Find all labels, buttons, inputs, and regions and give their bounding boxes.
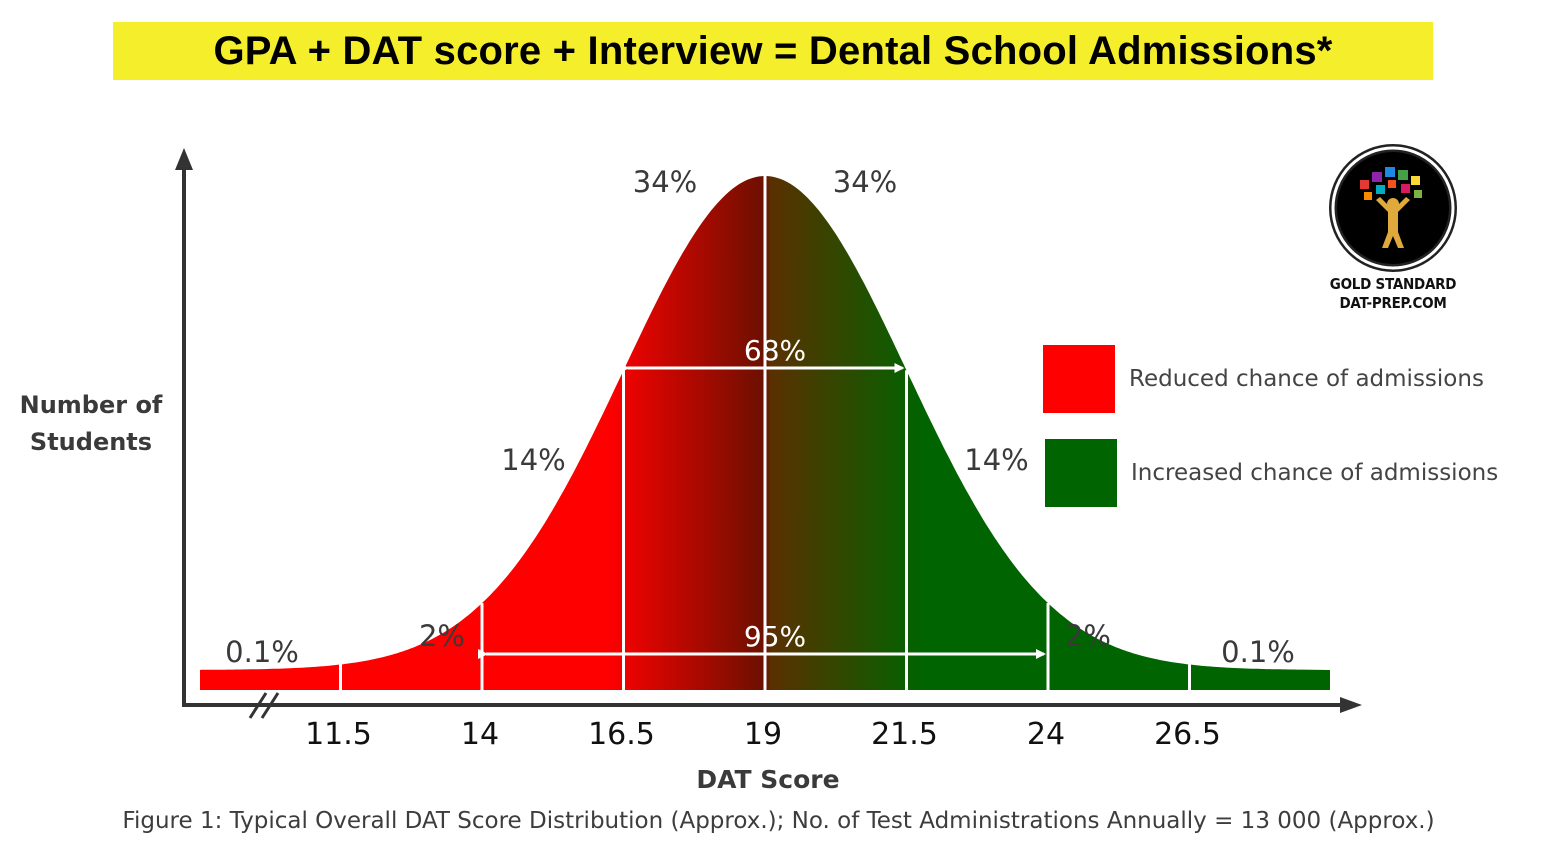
tail-label-left: 0.1% xyxy=(225,635,299,669)
legend-item-increased: Increased chance of admissions xyxy=(1045,439,1498,507)
logo-text-line1: GOLD STANDARD xyxy=(1329,275,1457,293)
x-tick-label-2: 16.5 xyxy=(588,717,655,752)
legend-label-increased: Increased chance of admissions xyxy=(1131,460,1499,486)
x-tick-label-5: 24 xyxy=(1027,717,1065,752)
logo-emblem-icon xyxy=(1329,144,1457,272)
y-axis-arrow-icon xyxy=(175,148,193,170)
range-label-1: 95% xyxy=(744,620,806,653)
figure-caption: Figure 1: Typical Overall DAT Score Dist… xyxy=(122,808,1435,834)
segment-label-0: 2% xyxy=(419,619,465,653)
x-tick-label-3: 19 xyxy=(744,717,782,752)
legend-item-reduced: Reduced chance of admissions xyxy=(1043,345,1484,413)
segment-label-3: 34% xyxy=(833,165,897,199)
tail-label-right: 0.1% xyxy=(1221,635,1295,669)
x-tick-label-1: 14 xyxy=(461,717,499,752)
logo-text-line2: DAT-PREP.COM xyxy=(1339,294,1447,312)
range-label-0: 68% xyxy=(744,334,806,367)
brand-logo: GOLD STANDARD DAT-PREP.COM xyxy=(1318,140,1468,330)
legend-swatch-increased xyxy=(1045,439,1117,507)
axis-break-mark-1 xyxy=(260,692,280,719)
x-axis-arrow-icon xyxy=(1340,697,1362,713)
segment-label-5: 2% xyxy=(1065,619,1111,653)
x-tick-label-4: 21.5 xyxy=(871,717,938,752)
axis-break-mark-0 xyxy=(248,692,268,719)
headline-banner: GPA + DAT score + Interview = Dental Sch… xyxy=(113,22,1433,80)
legend-label-reduced: Reduced chance of admissions xyxy=(1129,366,1484,392)
legend-swatch-reduced xyxy=(1043,345,1115,413)
segment-label-2: 34% xyxy=(633,165,697,199)
x-tick-label-0: 11.5 xyxy=(305,717,372,752)
segment-label-4: 14% xyxy=(964,443,1028,477)
x-tick-label-6: 26.5 xyxy=(1154,717,1221,752)
x-axis-title: DAT Score xyxy=(696,765,839,794)
y-axis-label: Number of Students xyxy=(19,391,163,456)
segment-label-1: 14% xyxy=(501,443,565,477)
